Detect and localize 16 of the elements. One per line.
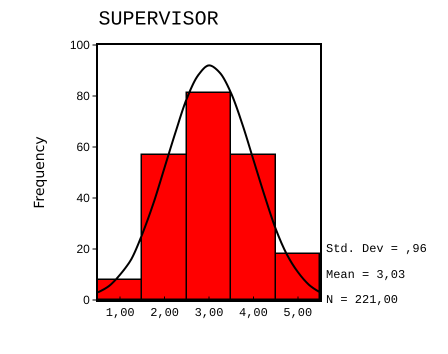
y-tick-label: 20 (76, 242, 90, 256)
x-tick-label: 5,00 (283, 306, 312, 320)
text: Std. Dev = ,96 (326, 242, 427, 256)
y-tick-label: 60 (76, 140, 90, 154)
text: N = 221,00 (326, 293, 398, 307)
x-tick-label: 2,00 (150, 306, 180, 320)
x-tick-label: 1,00 (106, 306, 135, 320)
y-tick-label: 0 (83, 293, 90, 308)
x-tick-label: 4,00 (238, 306, 268, 320)
chart-title: SUPERVISOR (98, 8, 219, 32)
y-tick-label: 80 (76, 89, 90, 104)
y-axis-title: Frequency (32, 136, 48, 209)
y-tick-label: 40 (76, 191, 90, 206)
text: Mean = 3,03 (326, 268, 406, 282)
y-tick-label: 100 (70, 38, 90, 52)
x-tick-label: 3,00 (194, 306, 224, 320)
